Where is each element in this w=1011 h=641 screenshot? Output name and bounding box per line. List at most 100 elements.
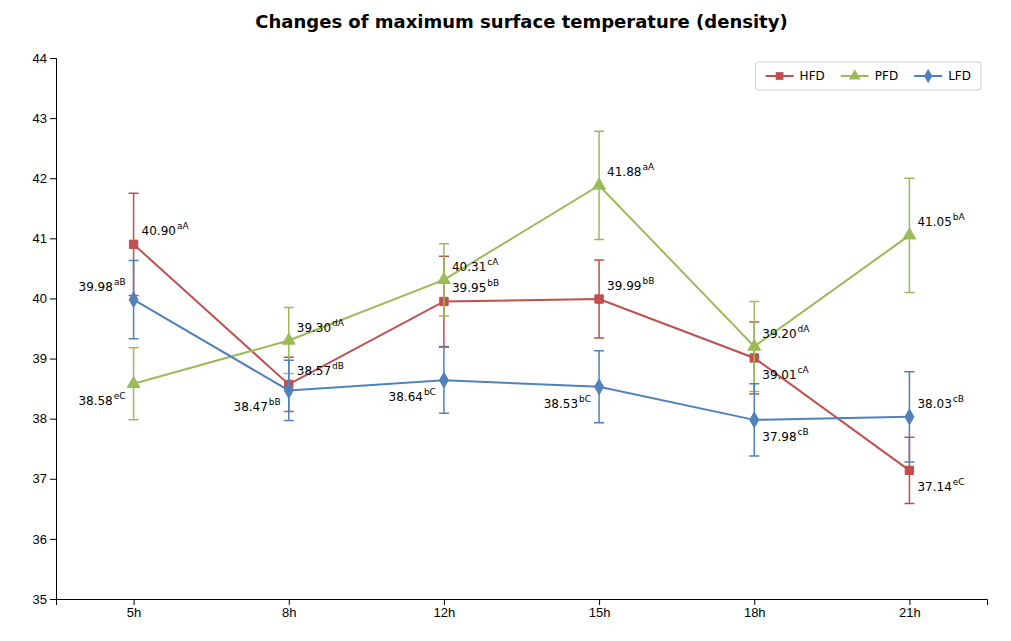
y-tick-label: 37: [33, 471, 47, 486]
x-tick-label: 21h: [899, 605, 921, 620]
data-label-superscript: cB: [953, 394, 964, 404]
x-tick: 21h: [899, 599, 921, 620]
data-label-superscript: bB: [269, 397, 281, 407]
y-tick-mark: [50, 178, 56, 179]
x-tick-mark: [444, 599, 445, 605]
point: [903, 228, 916, 239]
line: [134, 300, 910, 420]
error-bar: [129, 261, 139, 339]
data-label: 38.64: [389, 390, 423, 404]
y-tick: 41: [33, 231, 56, 246]
error-bar: [439, 347, 449, 413]
y-tick-label: 39: [33, 351, 47, 366]
y-tick: 39: [33, 351, 56, 366]
y-tick-mark: [50, 359, 56, 360]
data-label: 37.98: [762, 430, 796, 444]
legend-item: PFD: [841, 69, 898, 83]
data-label: 38.47: [234, 400, 268, 414]
data-label-superscript: aA: [642, 162, 655, 172]
line: [134, 244, 910, 470]
data-label-superscript: cA: [487, 257, 499, 267]
legend-box: [756, 62, 981, 90]
y-tick-label: 44: [33, 51, 47, 66]
data-label: 40.90: [142, 224, 176, 238]
y-tick-label: 36: [33, 532, 47, 547]
data-label: 38.03: [917, 397, 951, 411]
point: [750, 412, 759, 428]
error-bar: [284, 360, 294, 420]
y-tick-label: 40: [33, 291, 47, 306]
point: [905, 409, 914, 425]
x-axis-line: [57, 600, 988, 606]
data-labels: 40.90aA38.57dB39.95bB39.99bB39.01cA37.14…: [78, 162, 965, 494]
y-axis: 35 36 37 38 39 40 41 42 43 44: [33, 51, 57, 607]
point: [284, 383, 293, 399]
y-tick-label: 41: [33, 231, 47, 246]
x-tick-mark: [599, 599, 600, 605]
y-tick: 36: [33, 532, 56, 547]
x-tick: 12h: [434, 599, 456, 620]
y-tick-mark: [50, 479, 56, 480]
x-tick: 18h: [744, 599, 766, 620]
series: [127, 131, 916, 420]
y-tick-mark: [50, 118, 56, 119]
marks: [127, 131, 916, 503]
data-label: 38.57: [297, 364, 331, 378]
point: [595, 379, 604, 395]
y-tick-label: 35: [33, 592, 47, 607]
data-label-superscript: aB: [114, 277, 126, 287]
point: [129, 240, 137, 248]
x-tick-label: 18h: [744, 605, 766, 620]
data-label-superscript: cB: [798, 427, 809, 437]
point: [438, 272, 451, 283]
y-tick: 44: [33, 51, 56, 66]
data-label-superscript: bC: [579, 394, 591, 404]
plot-area: 5h8h12h15h18h21h3536373839404142434440.9…: [33, 51, 988, 621]
y-tick: 38: [33, 411, 56, 426]
data-label: 39.30: [297, 321, 331, 335]
y-tick-mark: [50, 238, 56, 239]
point: [595, 295, 603, 303]
legend-marker: [924, 69, 932, 83]
data-label: 39.99: [607, 279, 641, 293]
y-tick-label: 42: [33, 171, 47, 186]
point: [282, 333, 295, 344]
y-tick: 35: [33, 592, 56, 607]
data-label-superscript: cA: [798, 365, 810, 375]
legend-label: LFD: [948, 69, 971, 83]
title: Changes of maximum surface temperature (…: [255, 11, 787, 32]
x-tick-label: 12h: [434, 605, 456, 620]
x-tick-label: 8h: [282, 605, 296, 620]
x-axis: 5h8h12h15h18h21h: [57, 599, 988, 620]
point: [129, 292, 138, 308]
data-label-superscript: bA: [953, 212, 966, 222]
data-label: 39.01: [762, 368, 796, 382]
series: [129, 193, 915, 503]
data-label: 40.31: [452, 260, 486, 274]
data-label: 38.53: [544, 397, 578, 411]
y-tick-mark: [50, 539, 56, 540]
data-label-superscript: dA: [332, 318, 345, 328]
point: [748, 339, 761, 350]
y-tick: 43: [33, 111, 56, 126]
data-label-superscript: bC: [424, 387, 436, 397]
data-label-superscript: bB: [487, 278, 499, 288]
y-tick-label: 38: [33, 411, 47, 426]
x-tick-mark: [289, 599, 290, 605]
legend-marker: [776, 72, 784, 80]
data-label: 39.95: [452, 281, 486, 295]
data-label-superscript: aA: [177, 221, 190, 231]
data-label-superscript: dA: [798, 324, 811, 334]
legend-label: HFD: [800, 69, 825, 83]
y-tick-label: 43: [33, 111, 47, 126]
x-tick: 5h: [127, 599, 141, 620]
y-tick: 37: [33, 471, 56, 486]
error-bar: [594, 260, 604, 338]
data-label: 38.58: [78, 394, 112, 408]
y-axis-line: [50, 59, 57, 600]
data-label-superscript: eC: [114, 391, 126, 401]
error-bar: [594, 351, 604, 423]
chart: 5h8h12h15h18h21h3536373839404142434440.9…: [0, 0, 1011, 641]
data-label: 41.05: [917, 215, 951, 229]
x-tick-mark: [134, 599, 135, 605]
